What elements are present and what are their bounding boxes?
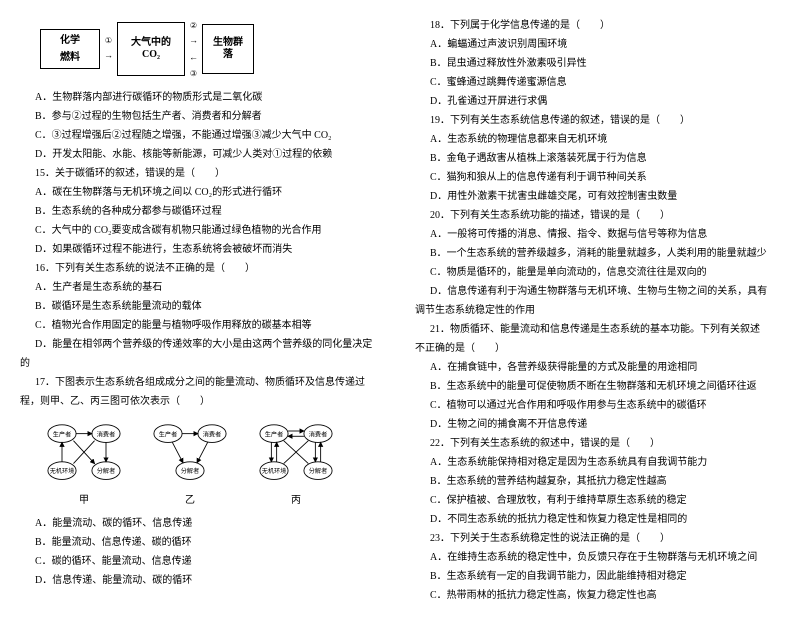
q21-d: D．生物之间的捕食离不开信息传递: [415, 416, 780, 433]
q15-b: B．生态系统的各种成分都参与碳循环过程: [20, 203, 385, 220]
svg-text:分解者: 分解者: [309, 467, 327, 475]
svg-text:分解者: 分解者: [181, 467, 199, 475]
q16-d: D．能量在相邻两个营养级的传递效率的大小是由这两个营养级的同化量决定: [20, 336, 385, 353]
q21-c: C．植物可以通过光合作用和呼吸作用参与生态系统中的碳循环: [415, 397, 780, 414]
arrow-1: ① →: [104, 34, 113, 63]
q23-b: B．生态系统有一定的自我调节能力，因此能维持相对稳定: [415, 568, 780, 585]
svg-text:消费者: 消费者: [203, 430, 221, 438]
svg-text:消费者: 消费者: [97, 430, 115, 438]
box-co2: 大气中的 CO₂: [117, 22, 185, 76]
q20: 20．下列有关生态系统功能的描述，错误的是（ ）: [415, 207, 780, 224]
q20-e: 调节生态系统稳定性的作用: [415, 302, 780, 319]
q22-c: C．保护植被、合理放牧，有利于维持草原生态系统的稳定: [415, 492, 780, 509]
left-column: 化学 燃料 ① → 大气中的 CO₂ ② → ← ③ 生物群落 A．生物群落内部…: [20, 15, 385, 606]
q20-d: D．信息传递有利于沟通生物群落与无机环境、生物与生物之间的关系，具有: [415, 283, 780, 300]
q18-b: B．昆虫通过释放性外激素吸引异性: [415, 55, 780, 72]
q16-b: B．碳循环是生态系统能量流动的载体: [20, 298, 385, 315]
q16-c: C．植物光合作用固定的能量与植物呼吸作用释放的碳基本相等: [20, 317, 385, 334]
q23-c: C．热带雨林的抵抗力稳定性高，恢复力稳定性也高: [415, 587, 780, 604]
q23: 23．下列关于生态系统稳定性的说法正确的是（ ）: [415, 530, 780, 547]
q17-b: B．能量流动、信息传递、碳的循环: [20, 534, 385, 551]
q20-b: B．一个生态系统的营养级越多，消耗的能量就越多，人类利用的能量就越少: [415, 245, 780, 262]
opt-c: C．③过程增强后②过程随之增强，不能通过增强③减少大气中 CO₂: [20, 127, 385, 144]
q20-a: A．一般将可传播的消息、情报、指令、数据与信号等称为信息: [415, 226, 780, 243]
diagram-bing: 生产者 消费者 无机环境 分解者: [252, 416, 340, 509]
svg-text:生产者: 生产者: [265, 430, 283, 438]
svg-text:消费者: 消费者: [309, 430, 327, 438]
q23-a: A．在维持生态系统的稳定性中，负反馈只存在于生物群落与无机环境之间: [415, 549, 780, 566]
svg-text:无机环境: 无机环境: [262, 467, 287, 475]
svg-text:无机环境: 无机环境: [50, 467, 75, 475]
q18-c: C．蜜蜂通过跳舞传递蜜源信息: [415, 74, 780, 91]
q22: 22．下列有关生态系统的叙述中，错误的是（ ）: [415, 435, 780, 452]
q19: 19．下列有关生态系统信息传递的叙述，错误的是（ ）: [415, 112, 780, 129]
q15-d: D．如果碳循环过程不能进行，生态系统将会被破坏而消失: [20, 241, 385, 258]
q16-a: A．生产者是生态系统的基石: [20, 279, 385, 296]
q21-l2: 不正确的是（ ）: [415, 340, 780, 357]
q16-e: 的: [20, 355, 385, 372]
q17-a: A．能量流动、碳的循环、信息传递: [20, 515, 385, 532]
q19-c: C．猫狗和狼从上的信息传递有利于调节种间关系: [415, 169, 780, 186]
q22-b: B．生态系统的营养结构越复杂，其抵抗力稳定性越高: [415, 473, 780, 490]
diagram-jia: 生产者 消费者 无机环境 分解者: [40, 416, 128, 509]
q17-line2: 程，则甲、乙、丙三图可依次表示（ ）: [20, 393, 385, 410]
q17-c: C．碳的循环、能量流动、信息传递: [20, 553, 385, 570]
q19-a: A．生态系统的物理信息都来自无机环境: [415, 131, 780, 148]
q18: 18．下列属于化学信息传递的是（ ）: [415, 17, 780, 34]
svg-text:分解者: 分解者: [97, 467, 115, 475]
q15-c: C．大气中的 CO₂要变成含碳有机物只能通过绿色植物的光合作用: [20, 222, 385, 239]
q22-a: A．生态系统能保持相对稳定是因为生态系统具有自我调节能力: [415, 454, 780, 471]
q18-d: D．孔雀通过开屏进行求偶: [415, 93, 780, 110]
q15-a: A．碳在生物群落与无机环境之间以 CO₂的形式进行循环: [20, 184, 385, 201]
diagram-yi: 生产者 消费者 分解者 乙: [146, 416, 234, 509]
opt-b: B．参与②过程的生物包括生产者、消费者和分解者: [20, 108, 385, 125]
q17-d: D．信息传递、能量流动、碳的循环: [20, 572, 385, 589]
q17-line1: 17．下图表示生态系统各组成成分之间的能量流动、物质循环及信息传递过: [20, 374, 385, 391]
arrow-23: ② → ← ③: [189, 19, 198, 79]
svg-text:生产者: 生产者: [53, 430, 71, 438]
box-fuel: 化学 燃料: [40, 29, 100, 69]
q19-b: B．金龟子遇敌害从植株上滚落装死属于行为信息: [415, 150, 780, 167]
top-diagram: 化学 燃料 ① → 大气中的 CO₂ ② → ← ③ 生物群落: [40, 19, 385, 79]
right-column: 18．下列属于化学信息传递的是（ ） A．蝙蝠通过声波识别周围环境 B．昆虫通过…: [415, 15, 780, 606]
q22-d: D．不同生态系统的抵抗力稳定性和恢复力稳定性是相同的: [415, 511, 780, 528]
q21-l1: 21．物质循环、能量流动和信息传递是生态系统的基本功能。下列有关叙述: [415, 321, 780, 338]
svg-text:生产者: 生产者: [159, 430, 177, 438]
q19-d: D．用性外激素干扰害虫雌雄交尾，可有效控制害虫数量: [415, 188, 780, 205]
q15: 15．关于碳循环的叙述，错误的是（ ）: [20, 165, 385, 182]
q20-c: C．物质是循环的，能量是单向流动的，信息交流往往是双向的: [415, 264, 780, 281]
q21-b: B．生态系统中的能量可促使物质不断在生物群落和无机环境之间循环往返: [415, 378, 780, 395]
q16: 16．下列有关生态系统的说法不正确的是（ ）: [20, 260, 385, 277]
opt-a: A．生物群落内部进行碳循环的物质形式是二氧化碳: [20, 89, 385, 106]
box-bio: 生物群落: [202, 24, 254, 74]
q21-a: A．在捕食链中，各营养级获得能量的方式及能量的用途相同: [415, 359, 780, 376]
q18-a: A．蝙蝠通过声波识别周围环境: [415, 36, 780, 53]
opt-d: D．开发太阳能、水能、核能等新能源，可减少人类对①过程的依赖: [20, 146, 385, 163]
three-diagrams: 生产者 消费者 无机环境 分解者: [40, 416, 385, 509]
